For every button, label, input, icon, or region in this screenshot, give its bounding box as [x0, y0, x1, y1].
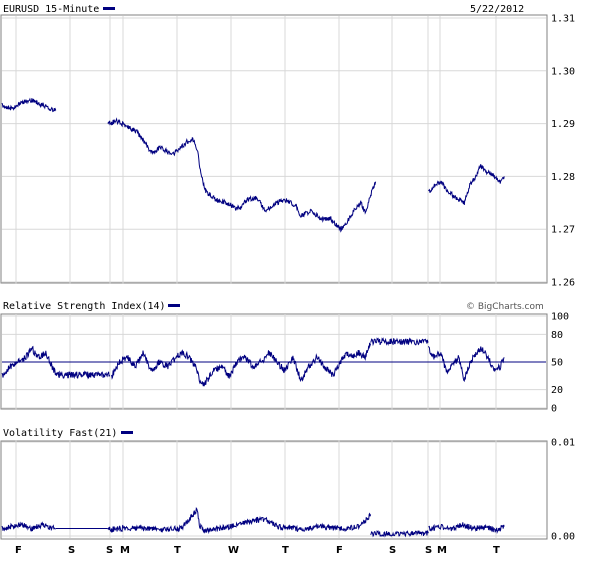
x-tick-label: T [174, 545, 181, 556]
series-line-segment [370, 530, 429, 538]
volatility-series [1, 506, 505, 538]
price-y-axis: 1.31 1.30 1.29 1.28 1.27 1.26 [551, 14, 575, 289]
x-tick-label: T [282, 545, 289, 556]
series-line-segment [111, 342, 372, 387]
y-tick-label: 100 [551, 312, 569, 323]
series-line-segment [428, 164, 505, 206]
x-tick-label: M [437, 545, 447, 556]
price-legend-swatch [103, 7, 115, 10]
volatility-grid [2, 440, 546, 538]
bigcharts-credit: © BigCharts.com [466, 302, 544, 312]
rsi-title: Relative Strength Index(14) [3, 301, 166, 312]
y-tick-label: 1.28 [551, 172, 575, 183]
y-tick-label: 1.27 [551, 225, 575, 236]
series-line-segment [107, 506, 372, 535]
x-tick-label: S [425, 545, 432, 556]
x-tick-label: W [228, 545, 239, 556]
price-grid [2, 16, 546, 284]
y-tick-label: 50 [551, 358, 563, 369]
price-panel-frame [0, 14, 548, 284]
x-tick-label: F [15, 545, 22, 556]
x-tick-label: S [68, 545, 75, 556]
series-line-segment [427, 346, 505, 382]
x-tick-label: S [389, 545, 396, 556]
chart-date: 5/22/2012 [470, 4, 524, 15]
volatility-legend-swatch [121, 431, 133, 434]
y-tick-label: 0 [551, 404, 557, 415]
x-tick-label: T [493, 545, 500, 556]
series-line-segment [370, 337, 429, 347]
chart-title: EURUSD 15-Minute [3, 4, 99, 15]
y-tick-label: 1.30 [551, 66, 575, 77]
rsi-y-axis: 100 80 50 20 0 [551, 312, 569, 415]
price-series [1, 97, 505, 233]
y-tick-label: 1.31 [551, 14, 575, 25]
series-line-segment [1, 521, 57, 532]
x-tick-label: S [106, 545, 113, 556]
x-tick-label: F [336, 545, 343, 556]
y-tick-label: 20 [551, 385, 563, 396]
series-line-segment [1, 97, 57, 113]
y-tick-label: 0.00 [551, 532, 575, 543]
volatility-title: Volatility Fast(21) [3, 428, 117, 439]
y-tick-label: 1.26 [551, 278, 575, 289]
series-line-segment [1, 345, 111, 380]
volatility-y-axis: 0.01 0.00 [551, 438, 575, 543]
series-line-segment [428, 522, 505, 534]
y-tick-label: 80 [551, 330, 563, 341]
y-tick-label: 1.29 [551, 119, 575, 130]
series-line-segment [107, 117, 377, 233]
rsi-legend-swatch [168, 304, 180, 307]
rsi-series [1, 337, 505, 387]
y-tick-label: 0.01 [551, 438, 575, 449]
x-tick-label: M [120, 545, 130, 556]
